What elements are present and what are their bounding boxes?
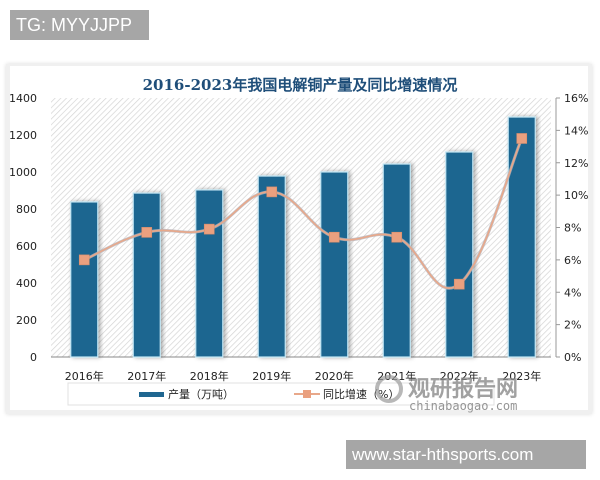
logo-chinese-text: 观研报告网 bbox=[408, 377, 518, 402]
x-axis-tick: 2017年 bbox=[127, 369, 166, 383]
left-axis-tick: 600 bbox=[16, 240, 37, 253]
line-marker bbox=[328, 231, 340, 243]
chart-title: 2016-2023年我国电解铜产量及同比增速情况 bbox=[143, 76, 458, 94]
legend-marker-icon bbox=[303, 390, 311, 398]
x-axis-tick: 2021年 bbox=[377, 369, 416, 383]
legend-bar-label: 产量（万吨） bbox=[168, 387, 234, 401]
bar bbox=[507, 116, 536, 358]
line-marker bbox=[141, 227, 153, 238]
x-axis-tick: 2018年 bbox=[190, 369, 229, 383]
left-axis-tick: 800 bbox=[16, 203, 37, 216]
left-axis-tick: 1400 bbox=[9, 92, 37, 105]
logo-english-text: chinabaogao.com bbox=[409, 399, 517, 413]
plot-area bbox=[51, 98, 551, 357]
legend-line-label: 同比增速（%） bbox=[323, 387, 399, 401]
x-axis-tick: 2019年 bbox=[252, 369, 291, 383]
right-axis-tick: 16% bbox=[564, 92, 588, 105]
bar bbox=[445, 151, 474, 358]
line-marker bbox=[203, 223, 215, 235]
right-axis-tick: 8% bbox=[564, 222, 581, 235]
bar bbox=[320, 171, 349, 358]
left-axis-tick: 1200 bbox=[9, 129, 37, 142]
line-marker bbox=[516, 133, 528, 144]
line-marker bbox=[453, 278, 465, 290]
x-axis-tick: 2016年 bbox=[65, 369, 104, 383]
left-axis-tick: 0 bbox=[30, 351, 37, 364]
x-axis-tick: 2020年 bbox=[315, 369, 354, 383]
right-axis-tick: 10% bbox=[564, 189, 588, 202]
watermark-bottom: www.star-hthsports.com bbox=[346, 440, 586, 469]
right-axis-tick: 14% bbox=[564, 124, 588, 137]
x-axis: 2016年 2017年 2018年 2019年 2020年 2021年 2022年 2023年 bbox=[65, 369, 542, 383]
right-axis-tick: 6% bbox=[564, 254, 581, 267]
left-axis-tick: 200 bbox=[16, 314, 37, 327]
right-axis-tick: 4% bbox=[564, 286, 581, 299]
line-marker bbox=[266, 186, 278, 198]
left-axis-tick: 400 bbox=[16, 277, 37, 290]
right-axis-tick: 12% bbox=[564, 157, 588, 170]
x-axis-tick: 2023年 bbox=[502, 369, 541, 383]
bar bbox=[70, 201, 99, 358]
line-marker bbox=[78, 254, 90, 266]
left-axis-tick: 1000 bbox=[9, 166, 37, 179]
x-axis-tick: 2022年 bbox=[440, 369, 479, 383]
logo-swirl-icon bbox=[375, 375, 403, 403]
right-axis-tick: 0% bbox=[564, 351, 581, 364]
line-series bbox=[78, 133, 528, 290]
bar bbox=[257, 175, 286, 358]
right-axis: 0% 2% 4% 6% 8% 10% 12% 14% 16% bbox=[555, 92, 588, 364]
watermark-top: TG: MYYJJPP bbox=[10, 10, 149, 40]
bar-series bbox=[70, 116, 536, 358]
legend-bar-swatch bbox=[139, 392, 164, 397]
line-marker bbox=[391, 231, 403, 243]
bar bbox=[132, 192, 161, 358]
bar bbox=[195, 189, 224, 358]
chinabaogao-logo: 观研报告网 chinabaogao.com bbox=[375, 375, 518, 413]
right-axis-tick: 2% bbox=[564, 319, 581, 332]
bar bbox=[382, 163, 411, 358]
